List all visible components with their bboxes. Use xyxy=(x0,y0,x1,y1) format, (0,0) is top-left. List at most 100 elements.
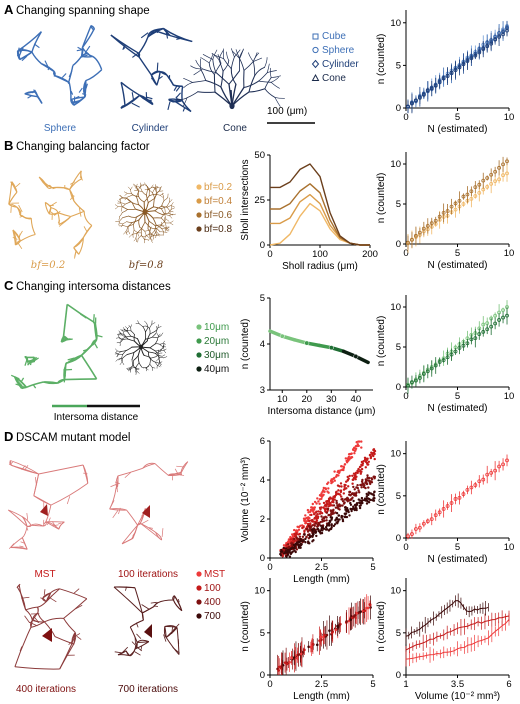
arbor-branch xyxy=(200,57,210,64)
mesh-spike xyxy=(21,55,28,62)
data-point xyxy=(441,507,446,511)
arbor-branch xyxy=(148,189,153,194)
data-point xyxy=(477,479,482,484)
legend-b-item-1: bf=0.2 xyxy=(204,182,233,193)
arbor-branch xyxy=(139,184,142,188)
mesh-segment xyxy=(30,218,36,235)
volume-point xyxy=(315,502,318,505)
arbor-branch xyxy=(195,59,203,70)
volume-point xyxy=(330,523,333,526)
data-point xyxy=(493,179,498,184)
data-point xyxy=(485,472,490,477)
legend-c-marker-1 xyxy=(196,324,202,330)
length-point xyxy=(328,629,331,632)
arbor-branch xyxy=(160,206,168,208)
arbor-branch xyxy=(123,231,127,235)
arbor-branch xyxy=(147,187,152,190)
data-point xyxy=(414,378,418,383)
x-tick-label: 20 xyxy=(301,394,312,405)
data-point xyxy=(433,513,438,518)
arbor-branch xyxy=(205,79,222,88)
volume-point xyxy=(360,470,363,473)
volume-point xyxy=(351,496,354,499)
arbor-branch xyxy=(124,196,129,201)
mesh-spike xyxy=(161,528,164,537)
mesh-segment xyxy=(139,94,154,105)
arbor-branch xyxy=(130,365,134,370)
data-point xyxy=(505,313,509,318)
data-point xyxy=(477,332,482,336)
x-axis-label: Intersoma distance (μm) xyxy=(267,406,375,417)
arbor-branch xyxy=(145,336,153,340)
mesh-segment xyxy=(24,93,38,98)
panel-a-letter: A xyxy=(4,2,14,17)
data-point xyxy=(453,349,458,354)
mesh-segment xyxy=(82,464,89,484)
x-axis-label: N (estimated) xyxy=(427,124,487,135)
mesh-spike xyxy=(61,73,67,78)
mesh-spike xyxy=(134,636,136,645)
legend-a-cylinder: Cylinder xyxy=(322,59,359,70)
arbor-branch xyxy=(158,362,162,367)
mst-label: MST xyxy=(34,569,55,580)
arbor-branch xyxy=(131,367,137,369)
arbor-branch xyxy=(165,228,170,232)
x-tick-label: 5 xyxy=(455,112,460,123)
y-tick-label: 0 xyxy=(396,670,401,681)
arbor-branch xyxy=(160,212,166,219)
bf-low-arbor xyxy=(8,170,93,259)
mesh-segment xyxy=(17,49,33,53)
arbor-branch xyxy=(223,58,232,70)
mesh-segment xyxy=(142,605,155,614)
arbor-branch xyxy=(131,219,140,223)
data-point xyxy=(414,527,418,531)
arbor-branch xyxy=(130,324,132,328)
arbor-branch xyxy=(239,58,245,71)
mesh-segment xyxy=(10,547,28,550)
bf-high-arbor xyxy=(114,182,176,244)
data-point xyxy=(445,74,450,78)
volume-point xyxy=(329,514,332,517)
mesh-segment xyxy=(19,51,33,61)
arbor-branch xyxy=(164,207,166,214)
arbor-branch xyxy=(166,205,172,208)
mesh-spike xyxy=(172,623,180,631)
volume-point xyxy=(335,501,338,504)
arbor-branch xyxy=(132,183,137,187)
arbor-branch xyxy=(162,192,164,197)
mesh-segment xyxy=(59,588,88,600)
mesh-segment xyxy=(132,525,139,539)
arbor-branch xyxy=(148,193,156,197)
length-point xyxy=(319,635,322,639)
arbor-branch xyxy=(144,229,150,232)
volume-point xyxy=(324,526,328,529)
volume-point xyxy=(280,550,284,553)
arbor-branch xyxy=(137,189,143,192)
data-point xyxy=(453,201,458,206)
volume-point xyxy=(316,513,319,516)
volume-point xyxy=(311,524,314,527)
volume-point xyxy=(310,513,313,517)
arbor-branch xyxy=(119,195,123,198)
volume-point xyxy=(331,478,334,481)
data-point xyxy=(493,321,498,326)
mesh-spike xyxy=(53,210,61,216)
mesh-spike xyxy=(19,646,23,652)
volume-point xyxy=(345,515,349,519)
arbor-branch xyxy=(264,77,272,90)
volume-point xyxy=(351,482,354,485)
volume-point xyxy=(338,485,341,488)
data-point xyxy=(406,240,410,245)
volume-point xyxy=(343,485,346,488)
arbor-branch xyxy=(239,48,244,59)
mesh-spike xyxy=(75,604,83,610)
arbor-branch xyxy=(252,52,260,62)
mesh-spike xyxy=(75,95,80,99)
arbor-branch xyxy=(122,206,128,210)
length-point xyxy=(292,656,296,659)
legend-d-marker-1 xyxy=(196,571,202,577)
data-point xyxy=(433,83,438,88)
arbor-branch xyxy=(134,187,138,191)
volume-point xyxy=(305,535,308,539)
y-tick-label: 2 xyxy=(260,514,265,525)
